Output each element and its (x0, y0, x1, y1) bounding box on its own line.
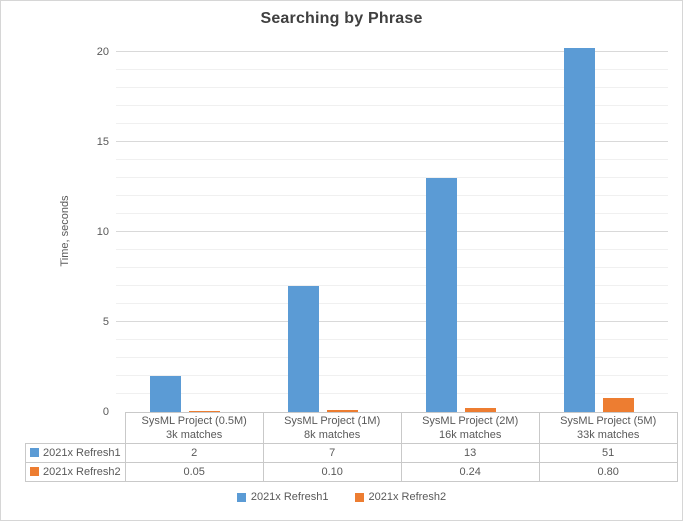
plot-area (116, 48, 668, 412)
category-header-4: SysML Project (5M) 33k matches (538, 412, 678, 444)
gridline-minor (116, 267, 668, 268)
chart-data-table: SysML Project (0.5M) 3k matches SysML Proj… (25, 412, 678, 482)
bar-series2-cat4 (603, 398, 634, 412)
gridline-minor (116, 87, 668, 88)
category-header-1: SysML Project (0.5M) 3k matches (124, 412, 264, 444)
y-tick-label-10: 10 (96, 226, 109, 238)
gridline-minor (116, 69, 668, 70)
category-header-3: SysML Project (2M) 16k matches (400, 412, 540, 444)
table-corner-cell (26, 413, 126, 444)
bar-series2-cat2 (327, 410, 358, 412)
gridline-major (116, 231, 668, 232)
series-name-label: 2021x Refresh2 (43, 466, 121, 478)
bar-series1-cat4 (564, 48, 595, 412)
gridline-major (116, 51, 668, 52)
legend-swatch-icon (236, 492, 246, 502)
table-value-s1-c1: 2 (124, 443, 264, 463)
gridline-minor (116, 303, 668, 304)
gridline-minor (116, 123, 668, 124)
bar-series2-cat3 (465, 408, 496, 412)
gridline-minor (116, 393, 668, 394)
gridline-minor (116, 213, 668, 214)
series-key-swatch (30, 448, 39, 457)
gridline-major (116, 141, 668, 142)
bar-series1-cat2 (288, 286, 319, 412)
table-row-header-series2: 2021x Refresh2 (25, 462, 126, 482)
legend-item-series1: 2021x Refresh1 (236, 491, 329, 503)
table-value-s2-c2: 0.10 (262, 462, 402, 482)
category-header-2: SysML Project (1M) 8k matches (262, 412, 402, 444)
gridline-minor (116, 375, 668, 376)
gridline-minor (116, 195, 668, 196)
gridline-major (116, 321, 668, 322)
chart-legend: 2021x Refresh1 2021x Refresh2 (1, 491, 682, 503)
table-value-s2-c1: 0.05 (124, 462, 264, 482)
y-tick-label-15: 15 (96, 136, 109, 148)
bar-series2-cat1 (189, 411, 220, 412)
series-key-swatch (30, 467, 39, 476)
legend-label: 2021x Refresh1 (250, 491, 329, 503)
table-value-s1-c4: 51 (538, 443, 678, 463)
table-value-s1-c2: 7 (262, 443, 402, 463)
gridline-minor (116, 105, 668, 106)
bar-series1-cat1 (150, 376, 181, 412)
legend-label: 2021x Refresh2 (368, 491, 447, 503)
table-value-s2-c3: 0.24 (400, 462, 540, 482)
y-tick-label-5: 5 (102, 316, 109, 328)
bar-series1-cat3 (426, 178, 457, 412)
legend-item-series2: 2021x Refresh2 (354, 491, 447, 503)
gridline-minor (116, 249, 668, 250)
y-tick-label-20: 20 (96, 46, 109, 58)
gridline-minor (116, 357, 668, 358)
gridline-minor (116, 285, 668, 286)
gridline-minor (116, 159, 668, 160)
table-value-s1-c3: 13 (400, 443, 540, 463)
chart-title: Searching by Phrase (260, 10, 423, 27)
gridline-minor (116, 339, 668, 340)
series-name-label: 2021x Refresh1 (43, 447, 121, 459)
table-row-header-series1: 2021x Refresh1 (25, 443, 126, 463)
legend-swatch-icon (354, 492, 364, 502)
table-value-s2-c4: 0.80 (538, 462, 678, 482)
gridline-minor (116, 177, 668, 178)
y-tick-label-0: 0 (102, 406, 109, 418)
